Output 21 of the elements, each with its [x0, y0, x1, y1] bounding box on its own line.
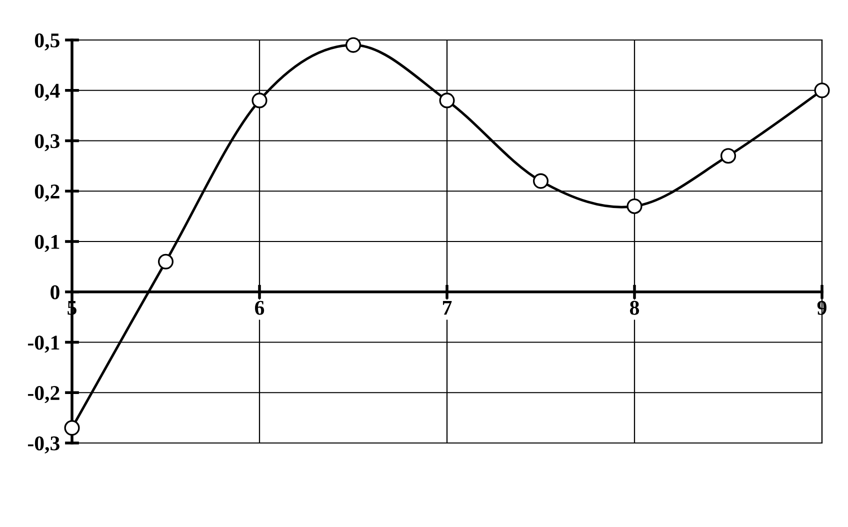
y-tick-label: 0,3	[34, 134, 60, 152]
y-tick-label: 0,1	[34, 234, 60, 252]
y-tick-label: -0,2	[28, 386, 60, 404]
y-tick-label: 0,4	[34, 84, 60, 101]
point	[532, 173, 549, 189]
y-tick-label: 0,2	[34, 184, 60, 202]
point	[720, 148, 736, 164]
point	[345, 37, 362, 53]
y-tick-label: 0	[50, 285, 60, 300]
point	[814, 82, 830, 98]
x-tick-label: 7	[442, 301, 452, 315]
point	[626, 198, 642, 214]
point	[158, 254, 174, 270]
y-tick-label: -0,1	[28, 336, 60, 353]
x-tick-label: 6	[255, 300, 264, 315]
y-tick-label: -0,3	[28, 436, 60, 454]
point	[64, 420, 80, 436]
y-tick-label: 0,5	[34, 33, 60, 50]
point	[252, 92, 268, 108]
point	[439, 92, 455, 108]
x-tick-label: 8	[630, 300, 640, 315]
